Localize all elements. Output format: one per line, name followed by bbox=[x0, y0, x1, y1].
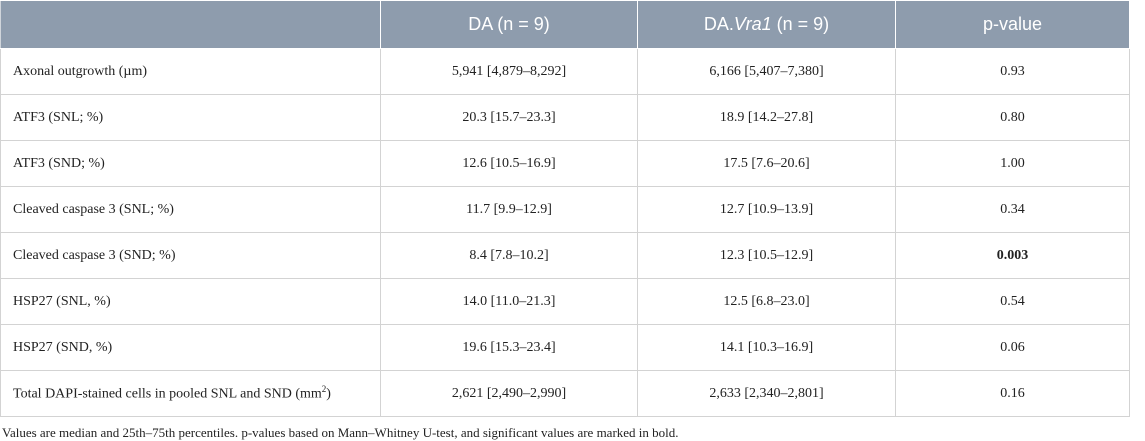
table-row: HSP27 (SND, %) 19.6 [15.3–23.4] 14.1 [10.3… bbox=[0, 324, 1130, 371]
table-cell: 20.3 [15.7–23.3] bbox=[380, 94, 638, 141]
table-row: Cleaved caspase 3 (SNL; %) 11.7 [9.9–12.9… bbox=[0, 186, 1130, 233]
table-row: ATF3 (SNL; %) 20.3 [15.7–23.3] 18.9 [14.2–… bbox=[0, 94, 1130, 141]
table-cell: ATF3 (SND; %) bbox=[0, 140, 381, 187]
table-row: Cleaved caspase 3 (SND; %) 8.4 [7.8–10.2]… bbox=[0, 232, 1130, 279]
table-cell: 12.5 [6.8–23.0] bbox=[637, 278, 896, 325]
table-row: HSP27 (SNL, %) 14.0 [11.0–21.3] 12.5 [6.8–… bbox=[0, 278, 1130, 325]
table-cell: 0.54 bbox=[895, 278, 1130, 325]
table-row: ATF3 (SND; %) 12.6 [10.5–16.9] 17.5 [7.6–2… bbox=[0, 140, 1130, 187]
table-cell: HSP27 (SNL, %) bbox=[0, 278, 381, 325]
table-cell: 6,166 [5,407–7,380] bbox=[637, 48, 896, 95]
header-cell bbox=[0, 0, 381, 49]
table-cell: 12.7 [10.9–13.9] bbox=[637, 186, 896, 233]
table-cell: 18.9 [14.2–27.8] bbox=[637, 94, 896, 141]
header-cell: DA (n = 9) bbox=[380, 0, 638, 49]
table-row: Axonal outgrowth (µm) 5,941 [4,879–8,292]… bbox=[0, 48, 1130, 95]
table-cell: 0.80 bbox=[895, 94, 1130, 141]
header-text: (n = 9) bbox=[771, 14, 830, 34]
table-cell: 0.06 bbox=[895, 324, 1130, 371]
table-cell: 17.5 [7.6–20.6] bbox=[637, 140, 896, 187]
cell-text: ) bbox=[326, 386, 331, 402]
header-cell: DA.Vra1 (n = 9) bbox=[637, 0, 896, 49]
cell-bold: 0.003 bbox=[996, 247, 1029, 263]
data-table: DA (n = 9) DA.Vra1 (n = 9) p-value Axona… bbox=[0, 0, 1130, 417]
table-cell: 2,621 [2,490–2,990] bbox=[380, 370, 638, 417]
table-cell: 12.3 [10.5–12.9] bbox=[637, 232, 896, 279]
table-cell: 0.93 bbox=[895, 48, 1130, 95]
table-cell: 8.4 [7.8–10.2] bbox=[380, 232, 638, 279]
table-cell: Cleaved caspase 3 (SNL; %) bbox=[0, 186, 381, 233]
header-italic: Vra1 bbox=[733, 14, 772, 34]
footnote: Values are median and 25th–75th percenti… bbox=[2, 425, 679, 440]
header-row: DA (n = 9) DA.Vra1 (n = 9) p-value bbox=[0, 0, 1130, 49]
table-cell: Total DAPI-stained cells in pooled SNL a… bbox=[0, 370, 381, 417]
table-cell: ATF3 (SNL; %) bbox=[0, 94, 381, 141]
table-cell: 19.6 [15.3–23.4] bbox=[380, 324, 638, 371]
table-cell: Axonal outgrowth (µm) bbox=[0, 48, 381, 95]
table-cell: 0.003 bbox=[895, 232, 1130, 279]
table-cell: 14.0 [11.0–21.3] bbox=[380, 278, 638, 325]
header-text: DA. bbox=[703, 14, 734, 34]
table-cell: 0.16 bbox=[895, 370, 1130, 417]
table-cell: 12.6 [10.5–16.9] bbox=[380, 140, 638, 187]
table-body: Axonal outgrowth (µm) 5,941 [4,879–8,292]… bbox=[0, 48, 1130, 417]
table-cell: 14.1 [10.3–16.9] bbox=[637, 324, 896, 371]
table-row: Total DAPI-stained cells in pooled SNL a… bbox=[0, 370, 1130, 417]
table-cell: Cleaved caspase 3 (SND; %) bbox=[0, 232, 381, 279]
table-cell: 5,941 [4,879–8,292] bbox=[380, 48, 638, 95]
table-cell: 2,633 [2,340–2,801] bbox=[637, 370, 896, 417]
table-cell: 11.7 [9.9–12.9] bbox=[380, 186, 638, 233]
header-cell: p-value bbox=[895, 0, 1130, 49]
cell-text: Total DAPI-stained cells in pooled SNL a… bbox=[13, 386, 322, 402]
cell-sup: 2 bbox=[321, 384, 327, 395]
table-cell: HSP27 (SND, %) bbox=[0, 324, 381, 371]
table-cell: 0.34 bbox=[895, 186, 1130, 233]
table-cell: 1.00 bbox=[895, 140, 1130, 187]
